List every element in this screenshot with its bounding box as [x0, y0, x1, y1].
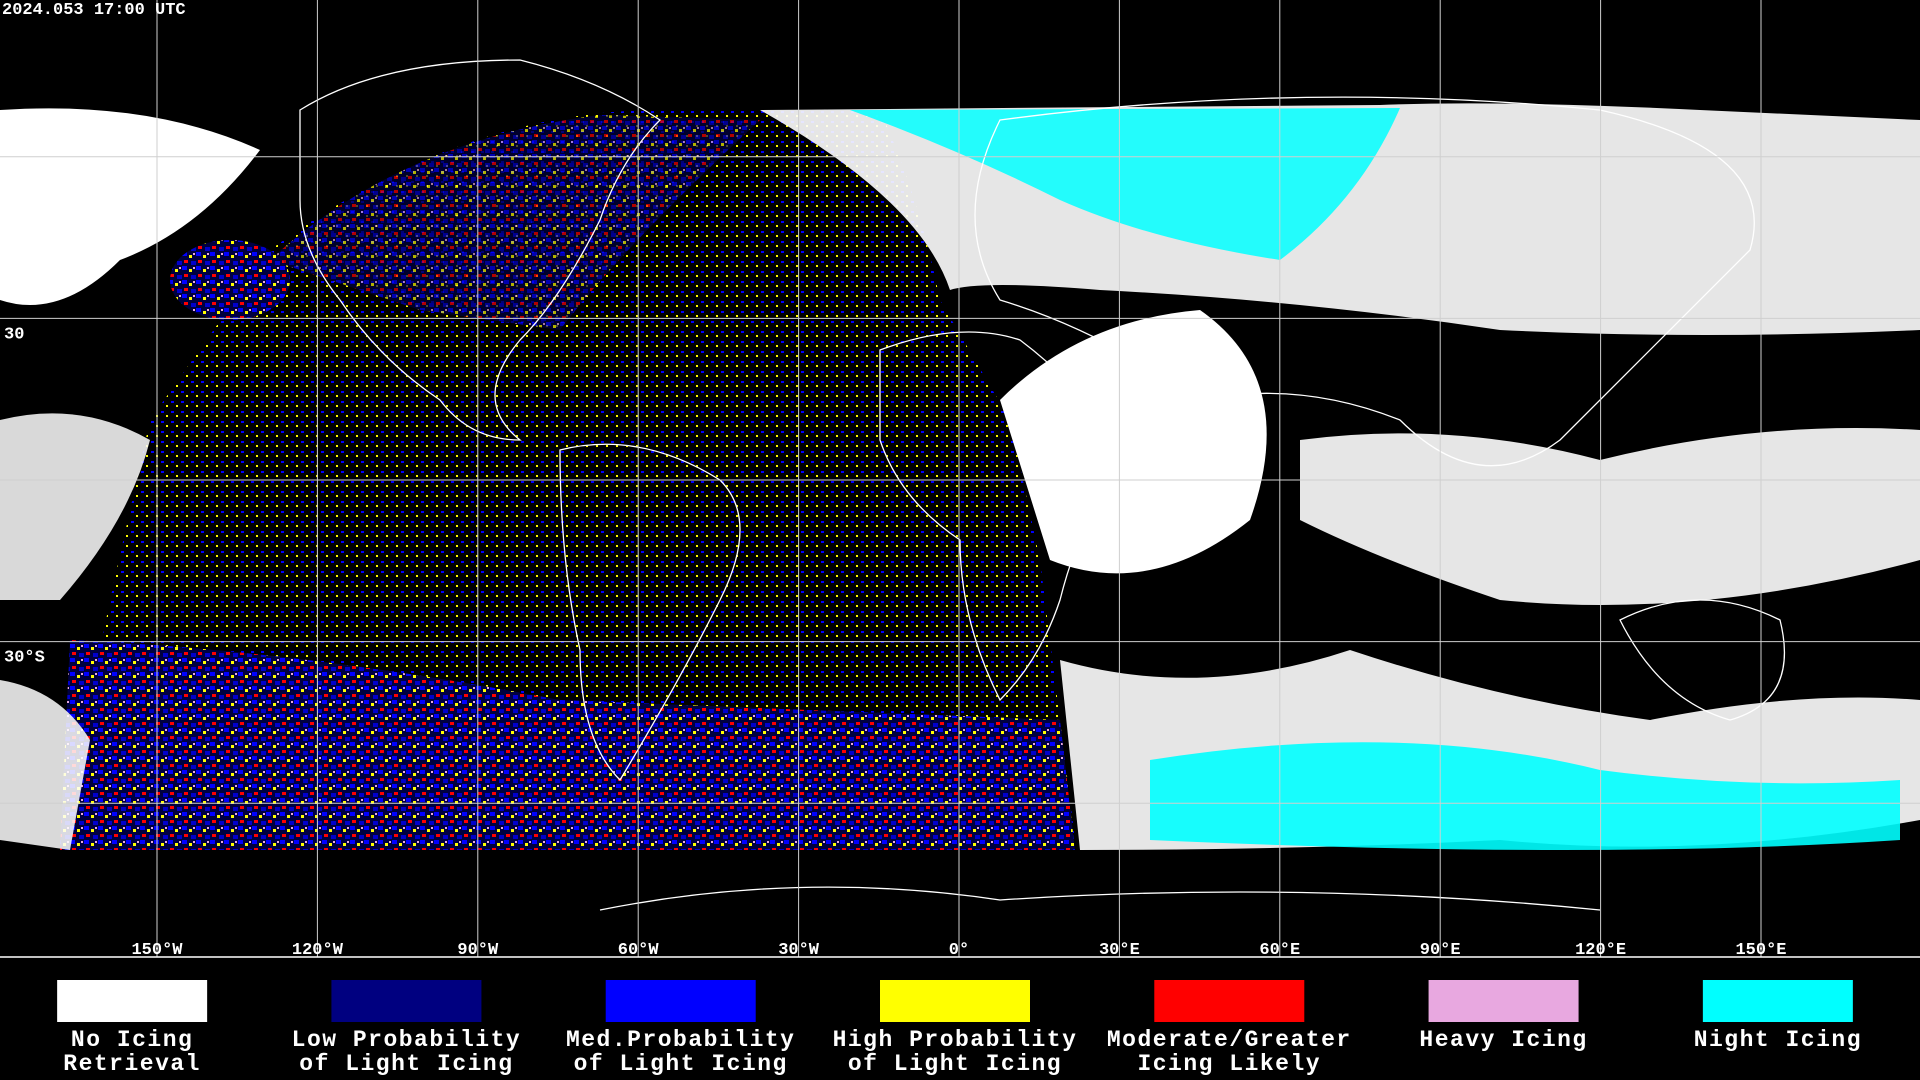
legend-label: Night Icing	[1694, 1027, 1862, 1053]
coastline	[559, 443, 741, 782]
legend-swatch	[605, 980, 756, 1022]
longitude-label: 120°W	[292, 941, 344, 960]
legend-label: No Icing	[71, 1027, 193, 1053]
legend-label: High Probability	[833, 1027, 1078, 1053]
timestamp: 2024.053 17:00 UTC	[2, 1, 186, 20]
longitude-label: 120°E	[1575, 941, 1626, 960]
coastline	[879, 331, 1121, 702]
legend-label: of Light Icing	[299, 1051, 513, 1077]
longitude-label: 60°E	[1259, 941, 1300, 960]
legend-label: Retrieval	[63, 1051, 201, 1077]
coastline	[1619, 599, 1786, 721]
legend-swatch	[57, 980, 208, 1022]
legend-swatch	[1154, 980, 1305, 1022]
legend-label: Moderate/Greater	[1107, 1027, 1352, 1053]
longitude-label: 150°W	[131, 941, 183, 960]
legend-label: Med.Probability	[566, 1027, 796, 1053]
legend-swatch	[331, 980, 482, 1022]
latitude-label: 30°S	[4, 649, 45, 668]
legend-item: Night Icing	[1694, 980, 1862, 1053]
latitude-label: 30	[4, 325, 24, 344]
cloud	[0, 680, 90, 850]
legend-label: Icing Likely	[1137, 1051, 1321, 1077]
cloud	[1000, 310, 1267, 574]
legend-item: Heavy Icing	[1419, 980, 1587, 1053]
cloud	[0, 413, 150, 600]
night-cloud	[1150, 742, 1900, 850]
legend-label: Low Probability	[292, 1027, 522, 1053]
legend-label: of Light Icing	[848, 1051, 1062, 1077]
longitude-label: 60°W	[618, 941, 660, 960]
icing-region	[270, 115, 760, 330]
legend-swatch	[1702, 980, 1853, 1022]
cloud	[1300, 428, 1920, 605]
longitude-label: 90°E	[1420, 941, 1461, 960]
longitude-label: 0°	[949, 941, 969, 960]
coastline	[599, 886, 1601, 911]
legend-swatch	[1428, 980, 1579, 1022]
longitude-label: 30°E	[1099, 941, 1140, 960]
legend-swatch	[880, 980, 1030, 1022]
icing-region	[60, 640, 1075, 850]
longitude-label: 90°W	[457, 941, 499, 960]
longitude-label: 30°W	[778, 941, 820, 960]
graticule	[0, 0, 1920, 958]
longitude-label: 150°E	[1735, 941, 1786, 960]
cloud	[0, 108, 260, 305]
icing-region	[170, 240, 290, 320]
legend-label: Heavy Icing	[1419, 1027, 1587, 1053]
night-cloud	[850, 108, 1400, 260]
legend-label: of Light Icing	[574, 1051, 788, 1077]
coastlines	[299, 59, 1786, 911]
coastline	[299, 59, 662, 441]
latitude-label: 60	[4, 164, 24, 183]
